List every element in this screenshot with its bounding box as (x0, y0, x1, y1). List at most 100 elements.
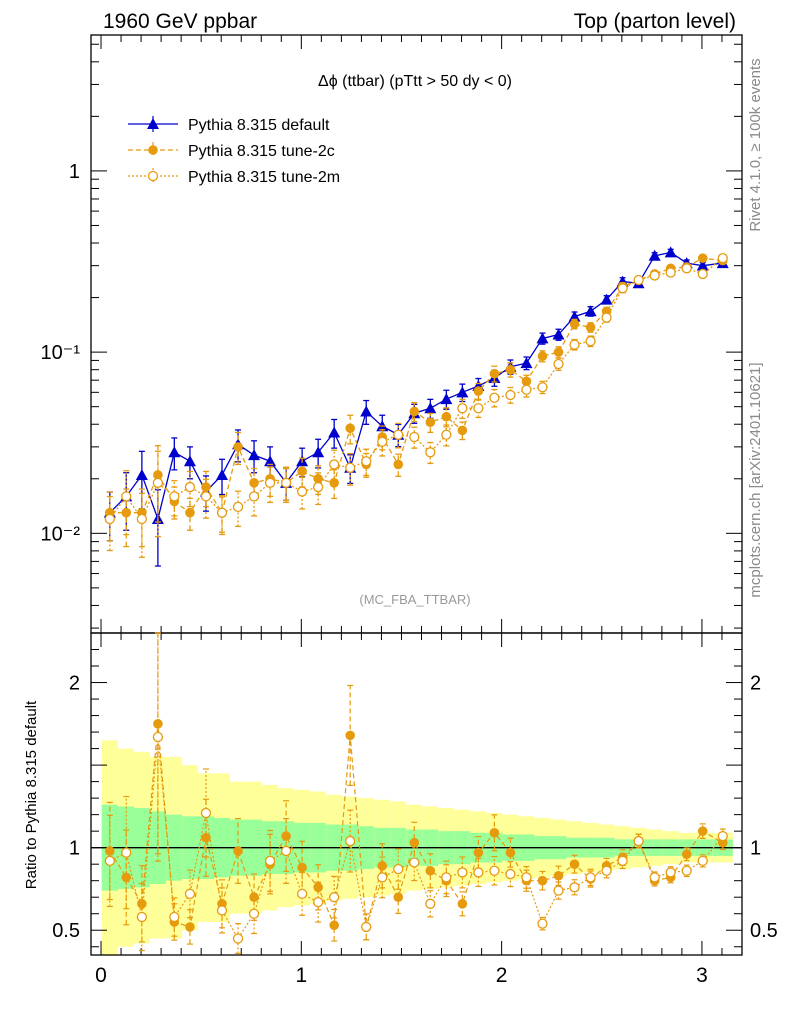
ratio-y-tick-label-right: 0.5 (750, 920, 778, 942)
y-tick-label: 1 (69, 161, 80, 183)
ratio-point-0 (345, 730, 355, 741)
data-point-2 (617, 283, 628, 294)
side-label-rivet: Rivet 4.1.0, ≥ 100k events (747, 58, 764, 231)
data-point-2 (248, 491, 260, 502)
data-point-1 (697, 253, 708, 263)
ratio-point-1 (697, 855, 708, 867)
data-point-2 (296, 486, 308, 497)
data-point-1 (457, 425, 468, 436)
data-point-1 (569, 319, 580, 329)
x-tick-label: 3 (696, 964, 708, 987)
legend-marker-0 (147, 118, 159, 129)
ratio-y-tick-label-right: 1 (750, 838, 761, 860)
data-point-2 (409, 431, 420, 443)
data-point-2 (425, 447, 436, 458)
x-tick-label: 0 (95, 964, 107, 987)
data-point-0 (248, 449, 261, 461)
side-label-mcplots: mcplots.cern.ch [arXiv:2401.10621] (747, 362, 764, 597)
y-tick-label: 10⁻² (41, 523, 81, 545)
data-point-1 (553, 347, 564, 357)
series-line-1 (109, 257, 723, 515)
ratio-point-1 (280, 845, 292, 857)
series-line-0 (109, 251, 723, 522)
data-point-2 (184, 481, 196, 493)
ratio-point-0 (121, 872, 132, 883)
data-point-2 (216, 507, 228, 518)
data-point-0 (135, 468, 148, 480)
ratio-point-0 (697, 826, 708, 836)
ratio-point-1 (329, 892, 340, 903)
data-point-2 (633, 274, 644, 286)
ratio-point-1 (633, 835, 644, 847)
data-point-0 (264, 455, 277, 467)
data-point-0 (360, 405, 373, 417)
ratio-point-0 (393, 892, 404, 903)
data-point-0 (536, 332, 549, 344)
header-left: 1960 GeV ppbar (103, 10, 257, 33)
ratio-point-1 (717, 830, 728, 842)
data-point-0 (696, 259, 709, 271)
ratio-point-1 (409, 857, 420, 868)
data-point-1 (473, 386, 484, 396)
data-point-1 (441, 411, 452, 422)
ratio-point-0 (569, 859, 580, 869)
data-point-0 (183, 455, 196, 467)
data-point-2 (489, 392, 500, 403)
ratio-point-1 (393, 863, 404, 875)
ratio-point-1 (489, 865, 500, 876)
ratio-point-0 (105, 846, 115, 856)
data-point-2 (441, 429, 452, 440)
data-point-0 (664, 246, 677, 258)
data-point-1 (537, 351, 548, 361)
data-point-0 (520, 357, 533, 369)
data-point-2 (104, 513, 115, 525)
ratio-frame (90, 632, 743, 956)
ratio-point-1 (232, 933, 244, 944)
ratio-point-0 (553, 870, 564, 881)
legend-label-tune-2m: Pythia 8.315 tune-2m (188, 169, 340, 186)
x-tick-label: 2 (496, 964, 508, 987)
data-point-2 (312, 481, 324, 493)
ratio-point-1 (312, 897, 324, 908)
ratio-point-0 (201, 832, 211, 843)
ratio-point-0 (425, 865, 436, 876)
data-point-2 (329, 459, 340, 470)
data-point-1 (489, 368, 500, 379)
ratio-point-1 (121, 847, 132, 858)
data-point-2 (377, 436, 388, 447)
ratio-point-0 (233, 846, 243, 856)
data-point-2 (585, 335, 596, 347)
ratio-point-1 (681, 865, 692, 876)
series-line-2 (109, 257, 724, 521)
ratio-point-0 (281, 831, 291, 841)
data-point-1 (409, 406, 420, 417)
data-point-0 (328, 426, 341, 438)
ratio-point-1 (617, 855, 628, 867)
data-point-2 (473, 403, 484, 414)
ratio-series (104, 632, 728, 954)
legend-label-default: Pythia 8.315 default (188, 117, 330, 134)
ratio-point-0 (137, 899, 147, 909)
ratio-point-1 (345, 835, 356, 847)
legend-marker-2 (147, 170, 159, 182)
data-point-2 (361, 456, 372, 467)
ratio-point-1 (184, 888, 196, 900)
ratio-point-1 (569, 882, 580, 893)
data-point-0 (552, 328, 565, 340)
data-point-1 (585, 322, 596, 333)
y-tick-label: 10⁻¹ (41, 342, 81, 364)
legend-marker-1 (148, 145, 158, 155)
ratio-point-1 (537, 918, 548, 929)
data-point-2 (200, 491, 212, 502)
ratio-point-0 (409, 837, 420, 848)
ratio-point-0 (329, 920, 339, 931)
data-point-2 (569, 339, 580, 350)
ratio-y-tick-label: 0.5 (52, 920, 80, 942)
legend-label-tune-2c: Pythia 8.315 tune-2c (188, 143, 335, 160)
ratio-y-tick-label: 1 (69, 838, 80, 860)
ratio-point-0 (457, 899, 468, 909)
data-point-2 (537, 382, 548, 393)
ratio-point-1 (553, 885, 564, 896)
data-point-0 (216, 468, 229, 480)
